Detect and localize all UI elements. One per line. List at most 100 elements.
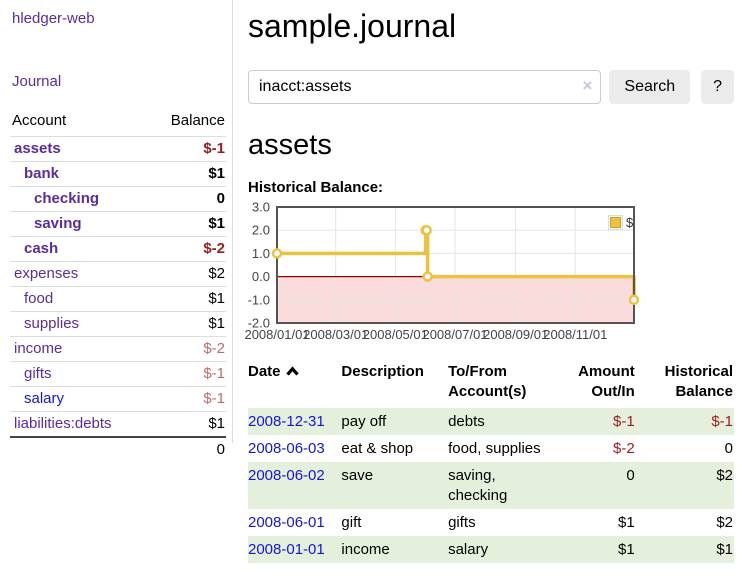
accounts-total-row: 0 (10, 436, 226, 461)
balance-value: $-2 (203, 240, 225, 257)
data-point (421, 224, 432, 236)
account-balance: $1 (148, 311, 226, 337)
balance-column-header: Balance (170, 112, 225, 129)
account-name-cell: expenses (10, 261, 149, 287)
transaction-amount: $1 (618, 514, 635, 531)
account-link-salary[interactable]: salary (24, 390, 65, 407)
accounts-table-header: Account Balance (10, 110, 226, 137)
account-link-food[interactable]: food (24, 290, 54, 307)
x-tick-label: 2008/03/01 (303, 327, 368, 342)
sidebar: hledger-web Journal Account Balance asse… (0, 0, 233, 461)
transaction-date-link[interactable]: 2008-12-31 (248, 413, 325, 430)
balance-value: $-2 (203, 340, 225, 357)
x-tick-label: 2008/07/01 (422, 327, 487, 342)
date-column-header[interactable]: Date (248, 362, 341, 408)
account-balance: $1 (148, 286, 226, 312)
account-balance: $1 (148, 161, 226, 187)
app-layout: hledger-web Journal Account Balance asse… (0, 0, 742, 563)
account-row: bank $1 (10, 161, 226, 187)
account-name-cell: cash (10, 236, 149, 262)
account-column-header: Account (12, 112, 67, 129)
help-button[interactable]: ? (701, 70, 734, 104)
account-link-liabilities-debts[interactable]: liabilities:debts (14, 415, 112, 432)
account-link-saving[interactable]: saving (34, 215, 82, 232)
transaction-description: pay off (341, 413, 387, 430)
account-link-cash[interactable]: cash (24, 240, 59, 257)
transaction-description: save (341, 467, 374, 484)
app-title-link[interactable]: hledger-web (12, 10, 95, 27)
account-balance: $1 (148, 411, 226, 437)
transaction-date-cell: 2008-12-31 (248, 408, 341, 435)
account-link-supplies[interactable]: supplies (24, 315, 80, 332)
y-tick-label: -1.0 (248, 292, 270, 307)
account-balance: $-1 (148, 386, 226, 412)
transaction-balance: 0 (724, 440, 733, 457)
register-header-row: Date Description To/From Account(s) Amou… (248, 362, 734, 408)
search-box: × (248, 70, 602, 104)
transaction-date-link[interactable]: 2008-06-02 (248, 467, 325, 484)
account-link-checking[interactable]: checking (34, 190, 100, 207)
account-row: saving $1 (10, 211, 226, 237)
search-button[interactable]: Search (609, 70, 691, 104)
transaction-description: gift (341, 514, 362, 531)
balance-value: $1 (208, 165, 225, 182)
transaction-amount: $-2 (613, 440, 635, 457)
x-tick-label: 2008/09/01 (483, 327, 548, 342)
y-tick-label: 0.0 (252, 269, 270, 284)
account-balance: $-1 (148, 136, 226, 162)
account-row: gifts $-1 (10, 361, 226, 387)
account-balance: $2 (148, 261, 226, 287)
account-name-cell: salary (10, 386, 149, 412)
transaction-amount: $1 (618, 541, 635, 558)
account-name-cell: liabilities:debts (10, 411, 149, 437)
transaction-date-link[interactable]: 2008-06-03 (248, 440, 325, 457)
transaction-date-cell: 2008-01-01 (248, 536, 341, 563)
balance-value: $-1 (203, 140, 225, 157)
balance-value: $-1 (203, 365, 225, 382)
account-heading: assets (248, 129, 332, 161)
search-input[interactable] (248, 70, 602, 104)
account-row: expenses $2 (10, 261, 226, 287)
data-point (628, 294, 640, 306)
chart-title: Historical Balance: (248, 179, 384, 196)
account-link-expenses[interactable]: expenses (14, 265, 79, 282)
account-balance: $-2 (148, 236, 226, 262)
accounts-column-header: To/From Account(s) (448, 363, 527, 400)
page-title: sample.journal (248, 8, 457, 44)
main-content: sample.journal × Search ? assets Histori… (233, 0, 742, 563)
sidebar-item-journal[interactable]: Journal (12, 73, 62, 90)
transaction-accounts: gifts (448, 514, 476, 531)
account-balance: $1 (148, 211, 226, 237)
description-column-header: Description (341, 363, 424, 380)
transaction-balance: $2 (716, 514, 733, 531)
transaction-description: income (341, 541, 390, 558)
account-name-cell: supplies (10, 311, 149, 337)
y-tick-label: 3.0 (252, 200, 270, 215)
account-link-bank[interactable]: bank (24, 165, 60, 182)
clear-search-icon[interactable]: × (582, 76, 593, 95)
account-name-cell: checking (10, 186, 149, 212)
data-point (271, 248, 283, 259)
account-link-gifts[interactable]: gifts (24, 365, 52, 382)
chart-legend: $ (608, 215, 633, 230)
transaction-amount: 0 (626, 467, 635, 484)
balance-value: $1 (208, 290, 225, 307)
balance-value: $1 (208, 215, 225, 232)
account-link-assets[interactable]: assets (14, 140, 61, 157)
transaction-accounts: salary (448, 541, 489, 558)
x-tick-label: 2008/01/01 (244, 327, 309, 342)
transaction-row: 2008-01-01 income salary $1 $1 (248, 536, 734, 563)
transaction-accounts: debts (448, 413, 485, 430)
chart-canvas: 2008/01/012008/03/012008/05/012008/07/01… (244, 200, 640, 342)
accounts-table: Account Balance assets $-1 bank $1 checking 0… (10, 110, 226, 461)
transaction-amount: $-1 (613, 413, 635, 430)
account-link-income[interactable]: income (14, 340, 63, 357)
transaction-row: 2008-06-02 save saving, checking 0 $2 (248, 462, 734, 509)
search-form: × Search ? (248, 70, 734, 104)
balance-value: $-1 (203, 390, 225, 407)
transaction-date-link[interactable]: 2008-06-01 (248, 514, 325, 531)
transaction-date-cell: 2008-06-02 (248, 462, 341, 509)
transaction-date-link[interactable]: 2008-01-01 (248, 541, 325, 558)
transaction-balance: $2 (716, 467, 733, 484)
account-name-cell: gifts (10, 361, 149, 387)
